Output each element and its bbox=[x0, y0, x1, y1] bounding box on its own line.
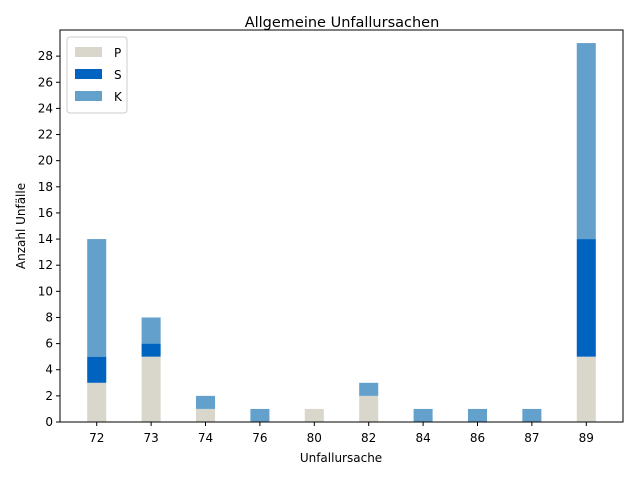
legend-swatch-P bbox=[75, 47, 102, 57]
legend: PSK bbox=[66, 36, 128, 114]
y-axis-label: Anzahl Unfälle bbox=[14, 183, 28, 269]
legend-label-P: P bbox=[114, 46, 121, 60]
x-tick-label: 82 bbox=[361, 431, 376, 445]
y-tick-label: 24 bbox=[38, 101, 53, 115]
y-tick-label: 26 bbox=[38, 75, 53, 89]
x-tick-label: 74 bbox=[198, 431, 213, 445]
x-tick-label: 87 bbox=[524, 431, 539, 445]
bar-P-80 bbox=[304, 408, 324, 422]
x-tick-label: 73 bbox=[143, 431, 158, 445]
y-tick-label: 10 bbox=[38, 284, 53, 298]
bar-K-72 bbox=[87, 239, 107, 357]
bar-P-73 bbox=[141, 356, 161, 422]
bar-K-73 bbox=[141, 317, 161, 344]
y-tick-label: 16 bbox=[38, 206, 53, 220]
bar-P-89 bbox=[576, 356, 596, 422]
bar-K-86 bbox=[467, 408, 488, 422]
legend-swatch-K bbox=[75, 91, 102, 101]
legend-label-S: S bbox=[114, 68, 122, 82]
bar-P-74 bbox=[195, 408, 216, 422]
y-tick-label: 4 bbox=[45, 363, 53, 377]
bar-P-82 bbox=[359, 395, 379, 422]
x-tick-label: 72 bbox=[89, 431, 104, 445]
y-tick-label: 28 bbox=[38, 49, 53, 63]
legend-swatch-S bbox=[75, 69, 102, 79]
bar-K-84 bbox=[413, 408, 433, 422]
bar-K-76 bbox=[250, 408, 270, 422]
x-tick-label: 84 bbox=[415, 431, 430, 445]
legend-label-K: K bbox=[114, 90, 123, 104]
y-tick-label: 0 bbox=[45, 415, 53, 429]
y-tick-label: 20 bbox=[38, 154, 53, 168]
bar-S-72 bbox=[87, 356, 107, 383]
bar-K-87 bbox=[522, 408, 542, 422]
plot-frame bbox=[59, 29, 624, 423]
bar-K-82 bbox=[359, 382, 379, 396]
y-tick-label: 22 bbox=[38, 128, 53, 142]
y-tick-label: 8 bbox=[45, 310, 53, 324]
y-tick-label: 6 bbox=[45, 337, 53, 351]
x-tick-label: 80 bbox=[307, 431, 322, 445]
bars-layer bbox=[87, 43, 596, 422]
x-tick-label: 89 bbox=[579, 431, 594, 445]
y-tick-label: 18 bbox=[38, 180, 53, 194]
y-tick-label: 2 bbox=[45, 389, 53, 403]
x-axis-label: Unfallursache bbox=[300, 451, 382, 465]
x-axis: 72 73 74 76 80 82 84 86 87 89 bbox=[89, 422, 594, 445]
y-tick-label: 14 bbox=[38, 232, 53, 246]
bar-K-74 bbox=[195, 395, 216, 409]
x-tick-label: 76 bbox=[252, 431, 267, 445]
bar-P-72 bbox=[87, 382, 107, 422]
x-tick-label: 86 bbox=[470, 431, 485, 445]
bar-K-89 bbox=[576, 43, 596, 240]
bar-S-73 bbox=[141, 343, 161, 357]
bar-S-89 bbox=[576, 239, 596, 357]
y-tick-label: 12 bbox=[38, 258, 53, 272]
chart-title: Allgemeine Unfallursachen bbox=[245, 15, 440, 31]
